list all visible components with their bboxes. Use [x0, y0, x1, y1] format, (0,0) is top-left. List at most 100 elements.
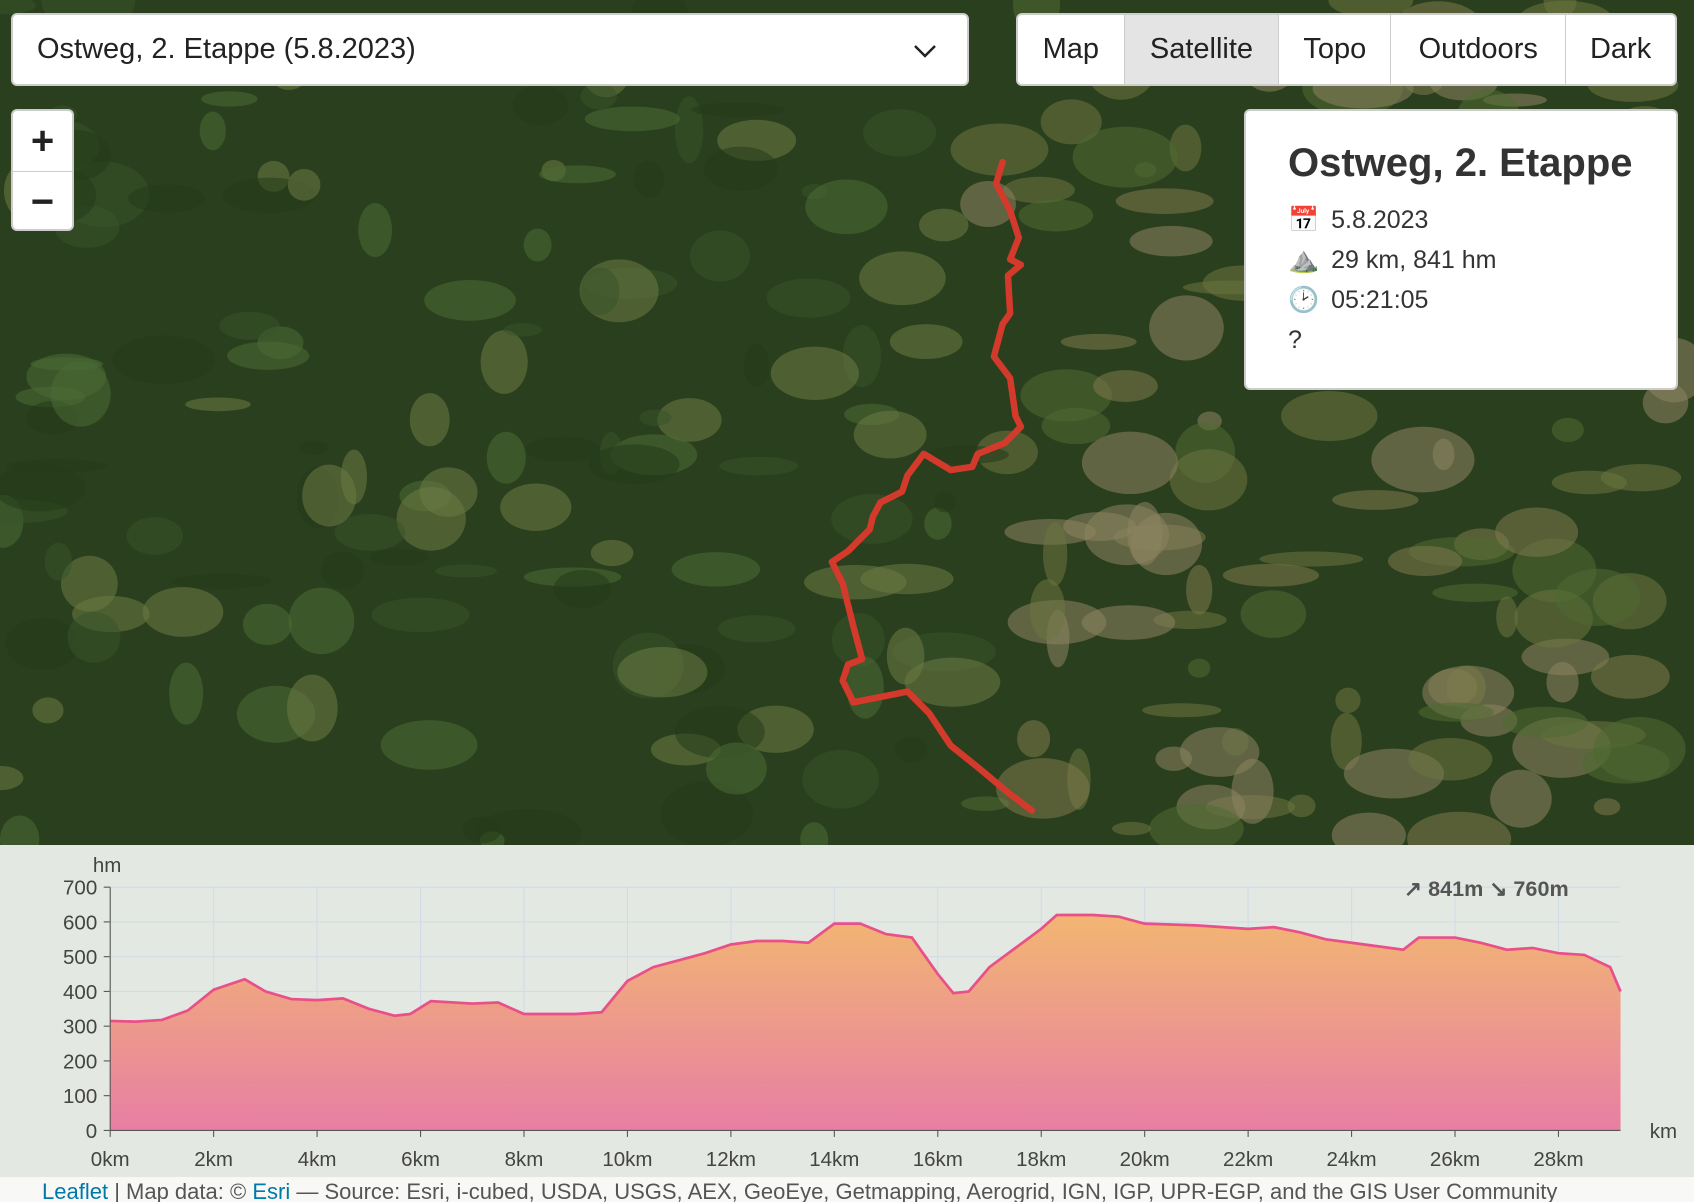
- terrain-patch: [358, 203, 393, 258]
- terrain-patch: [1590, 654, 1670, 699]
- terrain-patch: [1502, 706, 1588, 738]
- info-text: 29 km, 841 hm: [1331, 245, 1497, 274]
- terrain-patch: [142, 587, 224, 637]
- info-icon: 📅: [1288, 205, 1320, 234]
- terrain-patch: [1642, 382, 1689, 424]
- info-text: 5.8.2023: [1331, 205, 1429, 234]
- terrain-patch: [1081, 605, 1176, 640]
- terrain-patch: [950, 123, 1049, 176]
- terrain-patch: [706, 742, 767, 795]
- info-row: 📅 5.8.2023: [1288, 200, 1676, 240]
- terrain-patch: [1169, 449, 1248, 511]
- zoom-in[interactable]: +: [13, 111, 72, 172]
- terrain-patch: [1240, 590, 1307, 638]
- terrain-patch: [1335, 687, 1361, 714]
- layer-button[interactable]: Topo: [1278, 15, 1391, 84]
- terrain-patch: [172, 573, 271, 589]
- terrain-patch: [424, 279, 516, 321]
- terrain-patch: [298, 440, 330, 455]
- chevron: [914, 45, 936, 58]
- terrain-patch: [588, 444, 680, 485]
- terrain-patch: [409, 393, 450, 447]
- y-tick-label: 0: [86, 1120, 97, 1143]
- y-tick-label: 700: [63, 877, 97, 900]
- terrain-patch: [1418, 702, 1494, 722]
- terrain-patch: [1112, 821, 1152, 836]
- elevation-summary: ↗ 841m ↘ 760m: [1404, 876, 1569, 901]
- terrain-patch: [1134, 162, 1157, 178]
- terrain-patch: [1002, 176, 1075, 204]
- elevation-line: [110, 913, 1622, 1024]
- terrain-patch: [1042, 522, 1068, 586]
- terrain-patch: [1281, 391, 1378, 442]
- terrain-patch: [1330, 712, 1362, 771]
- terrain-patch: [1496, 596, 1518, 638]
- terrain-patch: [0, 0, 36, 15]
- terrain-patch: [1186, 564, 1213, 615]
- terrain-patch: [302, 464, 357, 527]
- terrain-patch: [435, 564, 498, 578]
- terrain-patch: [1593, 798, 1621, 816]
- terrain-patch: [617, 646, 708, 698]
- layer-button[interactable]: Dark: [1565, 15, 1675, 84]
- info-title: Ostweg, 2. Etappe: [1288, 141, 1633, 185]
- layer-button[interactable]: Outdoors: [1390, 15, 1566, 84]
- layer-switcher: Map Satellite Topo Outdoors Dark: [1016, 13, 1677, 86]
- terrain-patch: [1521, 638, 1610, 676]
- terrain-patch: [674, 96, 704, 164]
- terrain-patch: [1551, 417, 1584, 443]
- terrain-patch: [480, 330, 528, 394]
- esri-link[interactable]: Esri: [252, 1179, 291, 1202]
- terrain-patch: [1020, 369, 1112, 422]
- info-panel: Ostweg, 2. Etappe 📅 5.8.2023 ⛰️ 29 km, 841 …: [1244, 109, 1678, 390]
- layer-button[interactable]: Satellite: [1123, 15, 1279, 84]
- terrain-patch: [462, 816, 502, 844]
- terrain-patch: [924, 507, 952, 540]
- terrain-patch: [1081, 431, 1178, 495]
- x-tick-label: 12km: [706, 1148, 756, 1171]
- terrain-patch: [1446, 665, 1486, 710]
- y-tick-label: 600: [63, 911, 97, 934]
- terrain-patch: [904, 657, 1001, 707]
- route-select-text: Ostweg, 2. Etappe (5.8.2023): [37, 33, 416, 65]
- x-tick-label: 4km: [298, 1148, 337, 1171]
- terrain-patch: [1259, 551, 1364, 567]
- terrain-patch: [633, 160, 665, 198]
- terrain-patch: [1017, 720, 1051, 758]
- terrain-patch: [219, 311, 280, 340]
- terrain-patch: [1432, 583, 1518, 602]
- terrain-patch: [580, 267, 620, 315]
- terrain-patch: [1093, 370, 1158, 402]
- leaflet-link[interactable]: Leaflet: [42, 1179, 109, 1202]
- terrain-patch: [1287, 794, 1316, 818]
- terrain-patch: [1149, 295, 1224, 361]
- terrain-patch: [802, 750, 880, 809]
- y-tick-label: 300: [63, 1016, 97, 1039]
- route-track: [828, 158, 1035, 814]
- terrain-patch: [717, 615, 796, 643]
- terrain-patch: [286, 674, 338, 742]
- terrain-patch: [112, 335, 215, 385]
- terrain-patch: [1149, 804, 1244, 845]
- terrain-patch: [243, 603, 292, 646]
- terrain-patch: [961, 796, 1010, 811]
- x-tick-label: 24km: [1326, 1148, 1376, 1171]
- terrain-patch: [657, 398, 722, 442]
- terrain-patch: [1231, 758, 1274, 824]
- layer-button[interactable]: Map: [1018, 15, 1124, 84]
- terrain-patch: [486, 431, 526, 484]
- terrain-patch: [1332, 489, 1419, 510]
- zoom-out[interactable]: −: [30, 179, 55, 224]
- terrain-patch: [1029, 579, 1066, 641]
- terrain-patch: [369, 548, 429, 566]
- terrain-patch: [321, 551, 364, 590]
- x-tick-label: 26km: [1430, 1148, 1480, 1171]
- terrain-patch: [703, 146, 778, 191]
- terrain-patch: [334, 514, 406, 551]
- y-tick-label: 500: [63, 946, 97, 969]
- terrain-patch: [1115, 188, 1214, 214]
- terrain-patch: [169, 662, 204, 725]
- route-select[interactable]: Ostweg, 2. Etappe (5.8.2023): [11, 13, 969, 86]
- terrain-patch: [1222, 563, 1320, 587]
- terrain-patch: [671, 552, 761, 587]
